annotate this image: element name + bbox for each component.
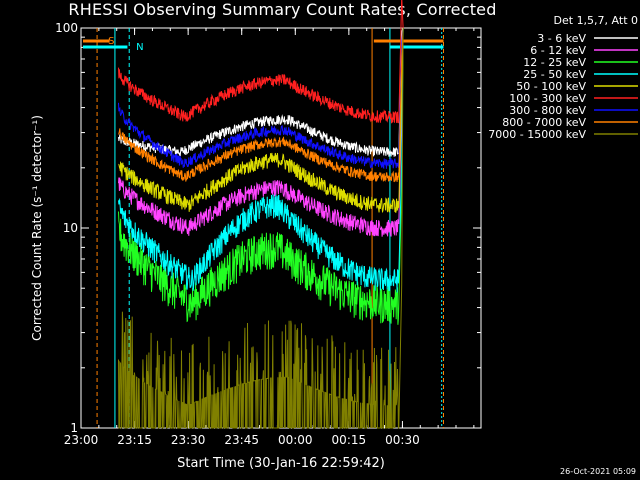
legend-label: 300 - 800 keV [509, 104, 586, 117]
series-line [118, 27, 404, 293]
legend-label: 50 - 100 keV [516, 80, 586, 93]
x-tick-label: 00:15 [332, 433, 367, 447]
series-line [118, 27, 404, 183]
legend-label: 3 - 6 keV [537, 32, 586, 45]
series-line [118, 27, 404, 429]
saa-annotation: S [108, 36, 114, 47]
x-axis-label: Start Time (30-Jan-16 22:59:42) [177, 456, 385, 471]
generation-timestamp: 26-Oct-2021 05:09 [560, 467, 636, 476]
y-tick-label: 1 [70, 421, 78, 435]
legend-header: Det 1,5,7, Att 0 [554, 14, 638, 27]
legend-label: 100 - 300 keV [509, 92, 586, 105]
series-line [118, 27, 404, 169]
x-tick-label: 23:15 [117, 433, 152, 447]
series-line [118, 27, 404, 157]
x-tick-label: 00:30 [385, 433, 420, 447]
night-annotation: N [136, 42, 143, 53]
series-line [118, 27, 404, 325]
y-axis-label: Corrected Count Rate (s⁻¹ detector⁻¹) [30, 115, 44, 341]
y-tick-label: 100 [55, 21, 78, 35]
legend-label: 800 - 7000 keV [502, 116, 586, 129]
legend-label: 25 - 50 keV [523, 68, 586, 81]
x-tick-label: 23:45 [224, 433, 259, 447]
y-tick-label: 10 [63, 221, 78, 235]
x-tick-label: 00:00 [278, 433, 313, 447]
series-line [118, 27, 404, 237]
chart-title: RHESSI Observing Summary Count Rates, Co… [68, 0, 497, 19]
legend-label: 12 - 25 keV [523, 56, 586, 69]
x-tick-label: 23:30 [171, 433, 206, 447]
legend-label: 6 - 12 keV [530, 44, 586, 57]
x-tick-label: 23:00 [64, 433, 99, 447]
series-line [118, 27, 404, 214]
legend-label: 7000 - 15000 keV [488, 128, 586, 141]
plot-frame [80, 27, 482, 429]
series-line [118, 0, 404, 124]
